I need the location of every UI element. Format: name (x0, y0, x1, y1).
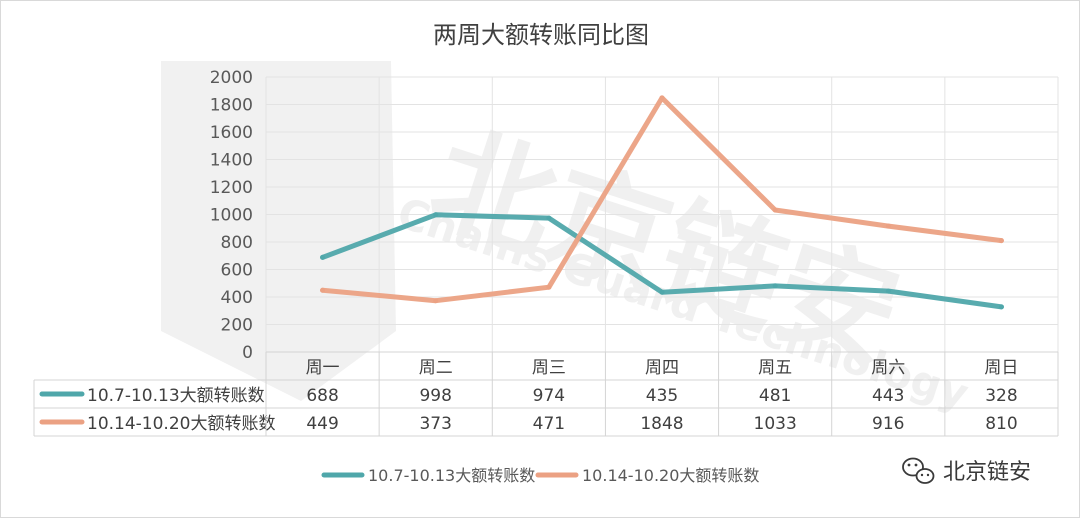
table-cell: 471 (533, 414, 565, 434)
data-point (320, 287, 326, 293)
data-point (546, 284, 552, 290)
table-series-label: 10.14-10.20大额转账数 (87, 414, 275, 434)
table-cell: 481 (759, 386, 791, 406)
y-tick-label: 1200 (210, 178, 253, 198)
data-point (885, 223, 891, 229)
table-cell: 373 (419, 414, 451, 434)
series-layer (320, 95, 1004, 310)
data-point (659, 95, 665, 101)
legend-label: 10.7-10.13大额转账数 (368, 466, 535, 485)
y-tick-label: 400 (221, 288, 253, 308)
data-point (659, 289, 665, 295)
wechat-icon (902, 457, 935, 484)
data-point (885, 288, 891, 294)
x-tick-label: 周一 (306, 358, 340, 378)
y-tick-label: 1600 (210, 123, 253, 143)
data-point (998, 238, 1004, 244)
x-tick-label: 周四 (645, 358, 679, 378)
table-cell: 328 (985, 386, 1017, 406)
x-tick-label: 周五 (758, 358, 792, 378)
table-cell: 810 (985, 414, 1017, 434)
legend-label: 10.14-10.20大额转账数 (582, 466, 759, 485)
data-point (772, 207, 778, 213)
table-cell: 449 (306, 414, 338, 434)
table-cell: 1848 (640, 414, 683, 434)
y-tick-label: 0 (242, 343, 253, 363)
y-tick-label: 1400 (210, 151, 253, 171)
y-axis: 0 200 400 600 800 1000 1200 1400 1600 1800 2000 (210, 68, 253, 363)
chart-title: 两周大额转账同比图 (433, 21, 649, 49)
data-point (433, 212, 439, 218)
x-tick-label: 周日 (984, 358, 1018, 378)
table-cell: 688 (306, 386, 338, 406)
table-cell: 435 (646, 386, 678, 406)
data-point (320, 254, 326, 260)
table-series-label: 10.7-10.13大额转账数 (87, 386, 265, 406)
x-tick-label: 周六 (871, 358, 905, 378)
data-point (998, 304, 1004, 310)
data-point (546, 215, 552, 221)
table-cell: 916 (872, 414, 904, 434)
y-tick-label: 600 (221, 261, 253, 281)
data-point (772, 283, 778, 289)
table-cell: 1033 (754, 414, 797, 434)
x-tick-label: 周三 (532, 358, 566, 378)
data-point (433, 298, 439, 304)
y-tick-label: 800 (221, 233, 253, 253)
brand-badge: 北京链安 (902, 457, 1031, 485)
table-cell: 443 (872, 386, 904, 406)
x-tick-label: 周二 (419, 358, 453, 378)
table-cell: 974 (533, 386, 565, 406)
y-tick-label: 1800 (210, 96, 253, 116)
brand-text: 北京链安 (943, 460, 1031, 485)
table-cell: 998 (419, 386, 451, 406)
watermark-shield-icon (161, 61, 396, 401)
y-tick-label: 1000 (210, 206, 253, 226)
y-tick-label: 200 (221, 316, 253, 336)
data-table: 周一 周二 周三 周四 周五 周六 周日 10.7-10.13大额转账数 688 998 974 43… (33, 351, 1059, 437)
y-tick-label: 2000 (210, 68, 253, 88)
watermark: 北京链安 Chains Guard Technology (161, 61, 974, 419)
legend: 10.7-10.13大额转账数 10.14-10.20大额转账数 (321, 466, 759, 485)
grid-lines (265, 76, 1059, 353)
